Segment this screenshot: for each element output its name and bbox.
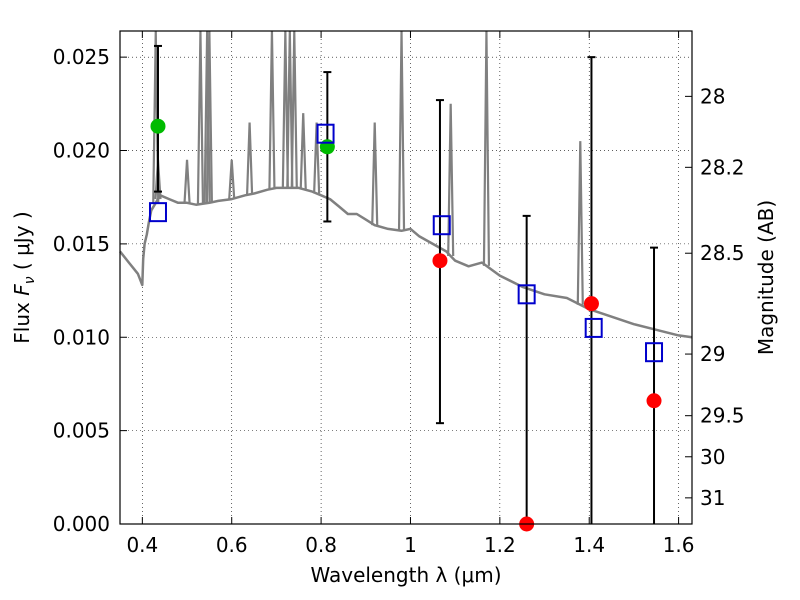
emission-line xyxy=(245,122,254,195)
data-point-marker xyxy=(432,253,448,269)
x-axis-title: Wavelength λ (μm) xyxy=(310,563,501,587)
emission-line xyxy=(183,159,191,203)
right-tick-label: 28.5 xyxy=(700,241,745,265)
error-bars xyxy=(153,44,659,524)
right-tick-label: 28 xyxy=(700,84,725,108)
model-square-marker xyxy=(316,123,335,144)
y-tick-label: 0.020 xyxy=(53,139,110,163)
x-tick-label: 0.8 xyxy=(305,533,337,557)
y-tick-label: 0.015 xyxy=(53,232,110,256)
y-tick-label: 0.025 xyxy=(53,45,110,69)
x-tick-label: 0.4 xyxy=(126,533,158,557)
data-point-marker xyxy=(646,393,662,409)
model-square-marker xyxy=(645,342,664,363)
emission-line xyxy=(371,122,379,226)
right-tick-label: 29 xyxy=(700,342,725,366)
ticks: 0.4 0.6 0.8 1 1.2 1.4 1.6 0.000 0.005 0.010 0.015 0… xyxy=(53,31,745,557)
right-tick-label: 29.5 xyxy=(700,404,745,428)
data-point-marker xyxy=(150,118,166,134)
emission-line xyxy=(313,122,321,194)
y-axis-title-subscript: ν xyxy=(22,276,38,284)
data-point-marker xyxy=(583,296,599,312)
emission-line xyxy=(299,113,307,190)
y-axis-title: Flux Fν ( μJy ) xyxy=(10,211,38,343)
x-tick-label: 1 xyxy=(404,533,417,557)
data-markers xyxy=(148,118,664,532)
y-axis-title-suffix: ( μJy ) xyxy=(10,211,34,276)
model-square-marker xyxy=(584,317,603,338)
model-square-marker xyxy=(148,202,167,223)
y-axis-title-prefix: Flux xyxy=(10,296,34,344)
x-tick-label: 1.2 xyxy=(484,533,516,557)
x-tick-label: 0.6 xyxy=(216,533,248,557)
right-tick-label: 31 xyxy=(700,486,725,510)
y-axis-title-symbol: F xyxy=(10,284,34,296)
x-tick-label: 1.6 xyxy=(663,533,695,557)
model-square-marker xyxy=(517,284,536,305)
y-tick-label: 0.000 xyxy=(53,512,110,536)
x-tick-label: 1.4 xyxy=(573,533,605,557)
axes-frame xyxy=(119,30,693,525)
spectrum-line xyxy=(119,186,693,339)
y-tick-label: 0.005 xyxy=(53,419,110,443)
emission-line xyxy=(228,159,236,200)
emission-line xyxy=(576,141,584,305)
y-tick-label: 0.010 xyxy=(53,325,110,349)
right-axis-title: Magnitude (AB) xyxy=(754,200,778,355)
model-square-marker xyxy=(432,215,451,236)
right-tick-label: 30 xyxy=(700,445,725,469)
right-tick-label: 28.2 xyxy=(700,155,745,179)
emission-line xyxy=(447,103,455,257)
